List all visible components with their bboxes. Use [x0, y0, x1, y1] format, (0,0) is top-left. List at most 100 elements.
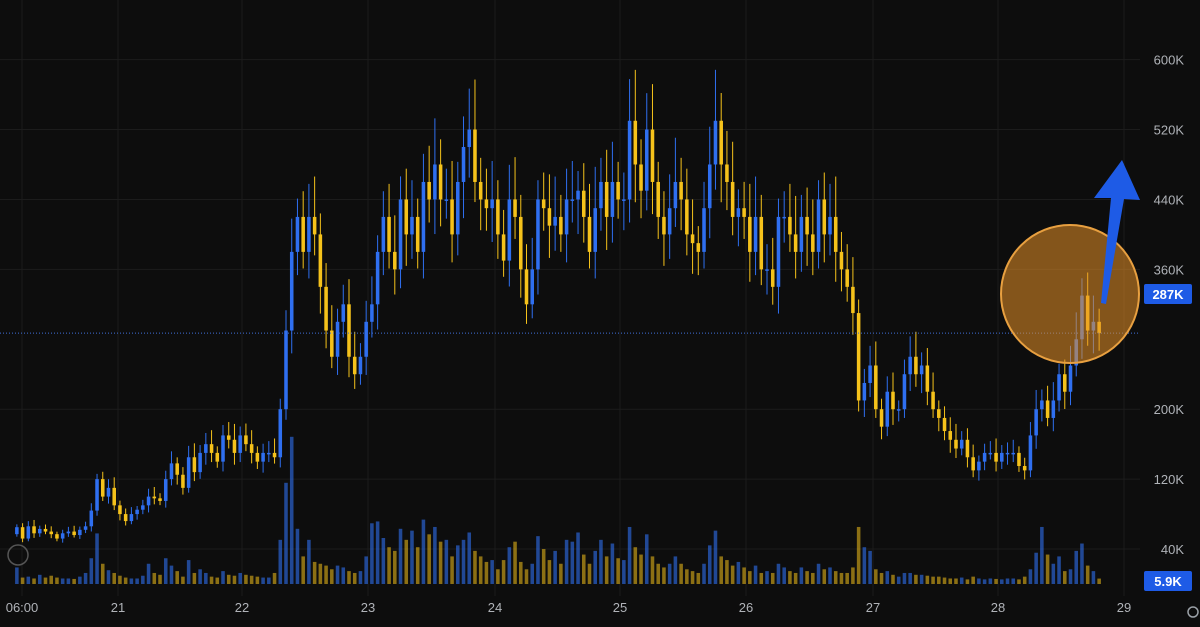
volume-bar — [954, 578, 958, 584]
volume-bar — [673, 556, 678, 584]
volume-bar — [633, 547, 638, 584]
candle-body — [169, 463, 174, 480]
volume-bar — [60, 578, 65, 584]
candle-body — [55, 534, 59, 539]
y-tick-label: 520K — [1154, 123, 1185, 138]
volume-bar — [307, 539, 311, 584]
candle-body — [667, 208, 672, 235]
volume-bar — [244, 574, 248, 584]
volume-bar — [1085, 565, 1090, 584]
volume-bar — [971, 576, 975, 584]
candle-body — [513, 199, 517, 217]
volume-bar — [524, 569, 529, 584]
candle-body — [707, 164, 712, 209]
volume-bar — [805, 571, 809, 584]
candle-body — [32, 526, 36, 534]
candle-body — [1005, 452, 1010, 455]
candle-body — [238, 435, 242, 453]
candle-body — [519, 216, 523, 270]
volume-bar — [1045, 554, 1050, 584]
candle-body — [444, 199, 449, 201]
volume-bar — [421, 519, 426, 584]
candle-body — [713, 120, 718, 165]
volume-bar — [948, 578, 953, 584]
volume-bar — [181, 576, 185, 584]
volume-bar — [312, 561, 317, 584]
highlight-circle — [1000, 224, 1140, 364]
volume-bar — [255, 576, 260, 584]
volume-bar — [622, 560, 626, 584]
candle-body — [536, 199, 540, 270]
volume-bar — [559, 563, 563, 584]
volume-bar — [776, 563, 781, 584]
last-price-label: 287K — [1152, 287, 1184, 302]
candle-body — [627, 120, 632, 200]
candle-body — [341, 304, 346, 322]
volume-bar — [868, 550, 872, 584]
candle-body — [753, 216, 758, 252]
candle-body — [387, 216, 391, 252]
candle-body — [301, 216, 305, 252]
candle-body — [1057, 374, 1061, 401]
volume-bar — [593, 550, 597, 584]
volume-bar — [959, 577, 964, 584]
volume-bar — [553, 550, 557, 584]
volume-bar — [627, 526, 632, 584]
candle-body — [673, 181, 678, 209]
candle-body — [267, 452, 271, 455]
volume-bar — [129, 578, 134, 584]
candle-body — [163, 479, 168, 501]
volume-bar — [106, 570, 111, 584]
candle-body — [60, 533, 65, 539]
candle-body — [456, 181, 460, 235]
volume-bar — [851, 567, 855, 584]
volume-bar — [496, 569, 500, 584]
y-tick-label: 600K — [1154, 53, 1185, 68]
candle-body — [650, 129, 655, 182]
candle-body — [644, 129, 649, 191]
candle-body — [948, 431, 953, 440]
left-scroll-handle[interactable] — [7, 544, 29, 566]
volume-bar — [284, 482, 288, 584]
candle-body — [20, 527, 25, 539]
volume-bar — [879, 572, 884, 584]
candle-body — [593, 208, 597, 252]
volume-bar — [610, 543, 615, 584]
volume-bar — [541, 549, 546, 584]
x-tick-label: 25 — [613, 600, 627, 615]
volume-bar — [473, 550, 477, 584]
candle-body — [765, 269, 769, 271]
volume-bar — [324, 565, 328, 584]
candle-body — [616, 181, 620, 200]
x-tick-label: 26 — [739, 600, 753, 615]
candle-body — [587, 216, 592, 252]
candle-body — [977, 461, 981, 471]
candle-body — [1040, 400, 1044, 410]
volume-bar — [358, 571, 363, 584]
volume-bar — [965, 579, 970, 584]
candle-body — [690, 234, 695, 244]
candle-body — [833, 216, 838, 252]
candle-body — [662, 216, 666, 235]
volume-bar — [393, 550, 397, 584]
settings-icon[interactable] — [1187, 606, 1199, 618]
volume-bar — [192, 572, 197, 584]
candle-body — [278, 409, 283, 458]
volume-bar — [347, 571, 351, 584]
volume-bar — [1068, 569, 1073, 584]
volume-bar — [862, 547, 867, 584]
candle-body — [249, 444, 254, 453]
last-volume-label: 5.9K — [1154, 574, 1182, 589]
volume-bar — [1074, 550, 1079, 584]
candle-body — [398, 199, 403, 270]
candle-body — [919, 365, 924, 375]
volume-bar — [570, 541, 575, 584]
volume-bar — [43, 577, 48, 584]
volume-bar — [186, 560, 191, 584]
candle-body — [805, 216, 809, 235]
candle-body — [83, 526, 88, 530]
volume-bar — [845, 572, 849, 584]
volume-bar — [1063, 571, 1067, 584]
